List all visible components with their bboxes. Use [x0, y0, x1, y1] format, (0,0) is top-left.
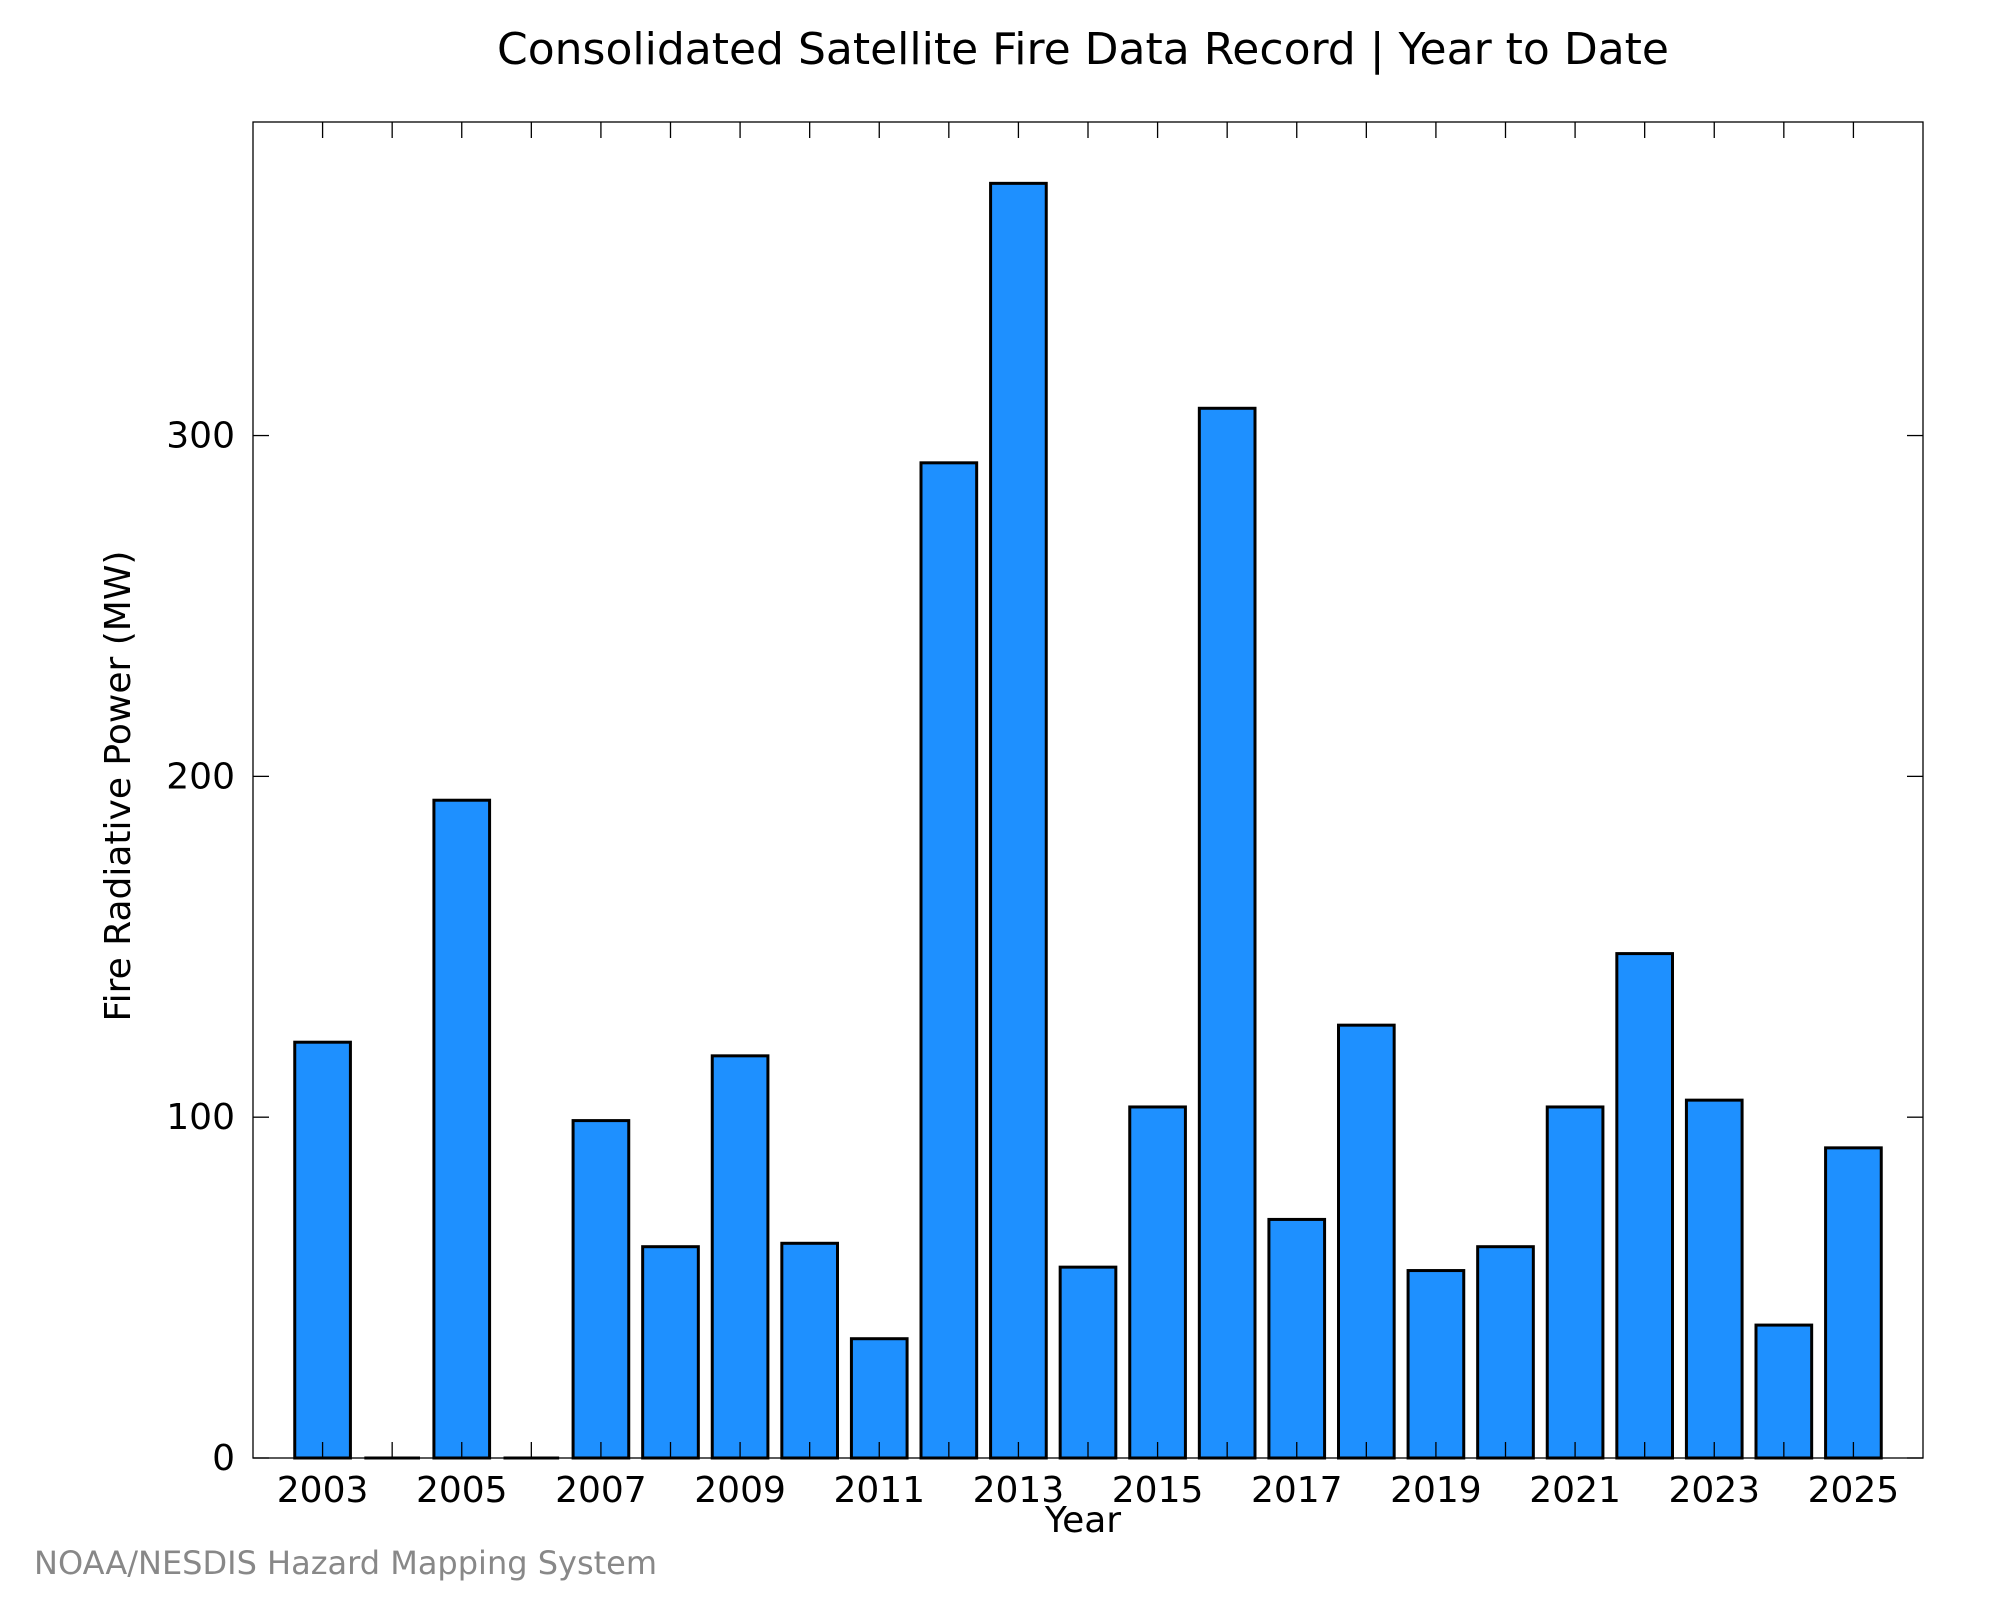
source-credit: NOAA/NESDIS Hazard Mapping System [34, 1544, 657, 1582]
bar-2016 [1197, 406, 1257, 1460]
plot-area: 2003 2005 2007 2009 2011 2013 2015 2017 2019 2021… [166, 121, 1924, 1511]
bar-2020 [1476, 1245, 1535, 1460]
bar-2013 [989, 181, 1048, 1460]
x-tick-label-2025: 2025 [1808, 1470, 1900, 1511]
bar-2022 [1615, 952, 1675, 1460]
bar-2018 [1337, 1023, 1396, 1460]
bar-2008 [641, 1245, 700, 1460]
bar-2019 [1406, 1269, 1466, 1460]
x-tick-label-2023: 2023 [1668, 1470, 1760, 1511]
x-tick-label-2011: 2011 [833, 1470, 925, 1511]
x-tick-label-2015: 2015 [1112, 1470, 1204, 1511]
chart-title: Consolidated Satellite Fire Data Record … [497, 24, 1669, 75]
x-tick-label-2007: 2007 [555, 1470, 647, 1511]
x-tick-label-2017: 2017 [1251, 1470, 1343, 1511]
x-tick-label-2003: 2003 [277, 1470, 369, 1511]
x-tick-label-2009: 2009 [694, 1470, 786, 1511]
x-tick-label-2013: 2013 [973, 1470, 1065, 1511]
bar-2011 [849, 1337, 909, 1460]
x-tick-label-2021: 2021 [1529, 1470, 1621, 1511]
y-tick-label-0: 0 [212, 1438, 235, 1479]
y-tick-label-100: 100 [166, 1097, 235, 1138]
bar-2003 [293, 1040, 352, 1460]
bar-2010 [780, 1241, 839, 1460]
bar-2023 [1684, 1098, 1744, 1460]
bar-2015 [1128, 1105, 1187, 1460]
bar-2025 [1824, 1146, 1883, 1460]
bar-2007 [571, 1119, 631, 1460]
bar-2024 [1754, 1323, 1814, 1460]
x-tick-label-2019: 2019 [1390, 1470, 1482, 1511]
bar-2012 [919, 461, 979, 1460]
x-tick-label-2005: 2005 [416, 1470, 508, 1511]
bar-2005 [432, 798, 492, 1460]
bar-2009 [710, 1054, 770, 1460]
bar-2021 [1545, 1105, 1605, 1460]
y-tick-label-300: 300 [166, 416, 235, 457]
y-axis-label: Fire Radiative Power (MW) [98, 551, 139, 1022]
bar-2014 [1058, 1265, 1118, 1460]
y-tick-label-200: 200 [166, 756, 235, 797]
bar-2017 [1267, 1217, 1327, 1460]
x-axis-label: Year [1044, 1500, 1121, 1541]
